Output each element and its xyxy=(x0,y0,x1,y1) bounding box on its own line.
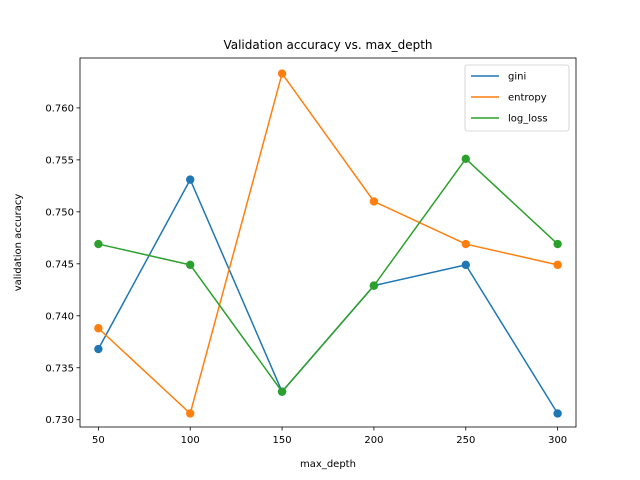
x-axis-label: max_depth xyxy=(300,459,356,470)
data-point xyxy=(369,281,379,290)
legend-entry: gini xyxy=(471,72,526,83)
y-tick-label: 0.760 xyxy=(45,103,74,114)
legend-entry: log_loss xyxy=(471,114,548,125)
y-tick-label: 0.730 xyxy=(45,415,74,426)
y-tick-label: 0.735 xyxy=(45,363,74,374)
data-point xyxy=(186,260,195,270)
data-point xyxy=(461,154,470,164)
data-point xyxy=(94,324,103,333)
data-point xyxy=(277,387,287,396)
series-gini xyxy=(94,175,562,418)
y-axis-label: validation accuracy xyxy=(13,194,24,292)
x-tick-label: 300 xyxy=(548,435,567,446)
series-line xyxy=(97,72,558,415)
x-tick-label: 150 xyxy=(273,435,292,446)
data-point xyxy=(186,409,195,418)
legend-box xyxy=(464,64,570,132)
x-tick-label: 200 xyxy=(364,435,383,446)
data-point xyxy=(186,175,195,184)
y-tick-label: 0.750 xyxy=(45,207,74,218)
data-point xyxy=(553,260,562,270)
series-entropy xyxy=(94,69,562,418)
data-point xyxy=(369,197,379,206)
series-line xyxy=(98,158,559,393)
legend-label: gini xyxy=(508,72,526,83)
x-tick-label: 250 xyxy=(456,435,475,446)
y-tick-label: 0.740 xyxy=(45,311,74,322)
y-tick-label: 0.755 xyxy=(45,155,74,166)
x-tick-label: 100 xyxy=(181,435,200,446)
data-point xyxy=(277,69,287,78)
x-axis: 50 100 150 200 250 300 xyxy=(92,427,567,446)
series-line xyxy=(97,178,559,414)
plot-frame xyxy=(79,57,577,428)
data-point xyxy=(461,239,470,249)
series-log-loss xyxy=(94,154,562,396)
series-layer xyxy=(94,69,562,418)
data-point xyxy=(553,409,562,418)
x-tick-label: 50 xyxy=(92,435,105,446)
chart-title: Validation accuracy vs. max_depth xyxy=(223,38,432,52)
data-point xyxy=(553,239,562,249)
legend-entry: entropy xyxy=(471,93,547,104)
data-point xyxy=(94,239,103,249)
data-point xyxy=(94,344,103,354)
legend: gini entropy log_loss xyxy=(464,64,570,132)
legend-label: entropy xyxy=(508,93,547,104)
data-point xyxy=(461,260,470,270)
legend-label: log_loss xyxy=(508,114,548,125)
y-tick-label: 0.745 xyxy=(45,259,74,270)
y-axis: 0.730 0.735 0.740 0.745 0.750 0.755 0.760 xyxy=(45,103,80,426)
